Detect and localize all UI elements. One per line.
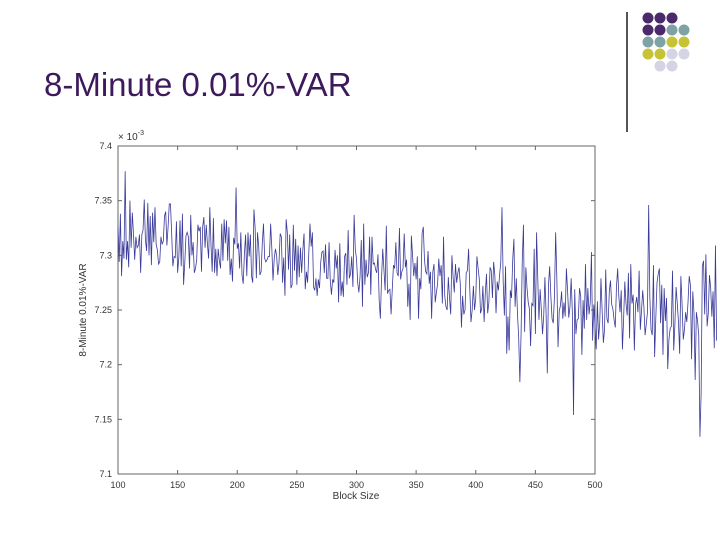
y-exponent-base: × 10	[118, 132, 138, 143]
decorative-dot	[666, 48, 678, 60]
slide-title: 8-Minute 0.01%-VAR	[44, 66, 352, 103]
decorative-dot	[666, 60, 678, 72]
decorative-dot	[654, 24, 666, 36]
decorative-dot	[666, 36, 678, 48]
decorative-dot	[678, 48, 690, 60]
x-tick-label: 250	[289, 480, 304, 490]
y-tick-label: 7.25	[94, 305, 112, 315]
x-tick-label: 450	[528, 480, 543, 490]
decorative-dot	[666, 24, 678, 36]
y-tick-label: 7.3	[99, 250, 112, 260]
x-tick-label: 500	[587, 480, 602, 490]
decorative-dot	[642, 24, 654, 36]
y-tick-label: 7.1	[99, 469, 112, 479]
y-axis-label: 8-Minute 0.01%-VAR	[78, 263, 89, 356]
x-tick-label: 100	[110, 480, 125, 490]
decorative-dot	[666, 12, 678, 24]
decorative-dot	[678, 36, 690, 48]
x-tick-label: 300	[349, 480, 364, 490]
x-tick-label: 400	[468, 480, 483, 490]
var-series-line	[117, 171, 718, 437]
decorative-dot	[654, 12, 666, 24]
decorative-dot	[642, 48, 654, 60]
decorative-dot	[678, 24, 690, 36]
x-tick-label: 350	[409, 480, 424, 490]
decorative-dot	[654, 36, 666, 48]
x-axis-ticks: 100 150 200 250 300 350 400 450 500	[110, 146, 603, 490]
decorative-dot	[642, 36, 654, 48]
x-tick-label: 200	[230, 480, 245, 490]
y-tick-label: 7.2	[99, 360, 112, 370]
decorative-dot	[654, 48, 666, 60]
decorative-dot	[642, 12, 654, 24]
y-tick-label: 7.15	[94, 414, 112, 424]
y-exponent-label: × 10-3	[118, 130, 144, 143]
decorative-divider-line	[626, 12, 628, 132]
y-axis-ticks: 7.1 7.15 7.2 7.25 7.3 7.35 7.4	[94, 141, 595, 479]
y-tick-label: 7.4	[99, 141, 112, 151]
x-axis-label: Block Size	[333, 491, 380, 502]
decorative-dot	[654, 60, 666, 72]
x-tick-label: 150	[170, 480, 185, 490]
plot-frame	[117, 145, 596, 475]
y-tick-label: 7.35	[94, 196, 112, 206]
y-exponent-power: -3	[138, 130, 144, 137]
